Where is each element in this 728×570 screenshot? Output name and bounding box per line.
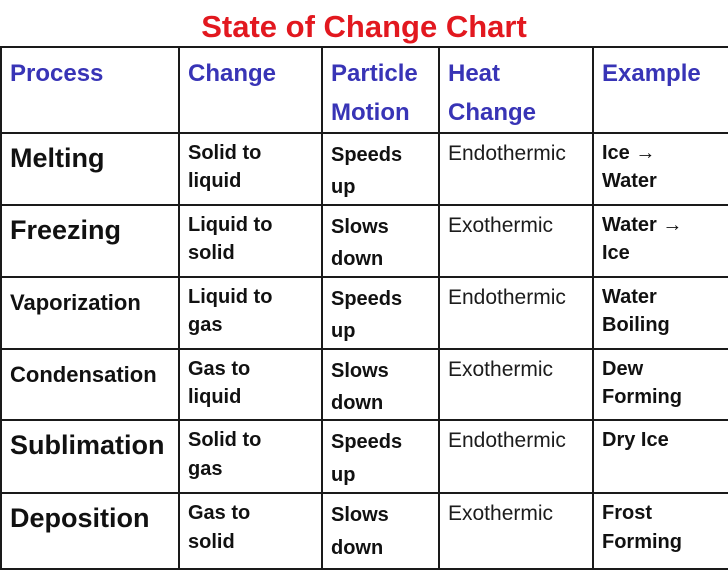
process-cell: Vaporization [0,275,180,350]
header-change: Change [178,46,323,134]
table-row-vaporization: Vaporization Liquid to gas Speeds up End… [0,275,728,350]
process-cell: Freezing [0,203,180,278]
change-cell: Gas to solid [178,492,323,570]
table-row-freezing: Freezing Liquid to solid Slows down Exot… [0,203,728,278]
change-cell: Gas to liquid [178,347,323,422]
particle-motion-cell: Slows down [321,203,440,278]
process-cell: Melting [0,132,180,206]
process-cell: Deposition [0,492,180,570]
particle-motion-cell: Slows down [321,492,440,570]
table-row-deposition: Deposition Gas to solid Slows down Exoth… [0,492,728,570]
state-of-change-table: Process Change Particle Motion Heat Chan… [0,46,728,570]
heat-change-cell: Endothermic [438,132,594,206]
example-cell: Dry Ice [592,419,728,495]
particle-motion-cell: Speeds up [321,132,440,206]
change-cell: Liquid to gas [178,275,323,350]
example-cell: Water → Ice [592,203,728,278]
change-cell: Solid to liquid [178,132,323,206]
slide: State of Change Chart Process Change Par… [0,9,728,570]
table-row-melting: Melting Solid to liquid Speeds up Endoth… [0,132,728,206]
process-cell: Sublimation [0,419,180,495]
change-cell: Liquid to solid [178,203,323,278]
process-cell: Condensation [0,347,180,422]
heat-change-cell: Endothermic [438,275,594,350]
heat-change-cell: Exothermic [438,203,594,278]
example-cell: Ice → Water [592,132,728,206]
particle-motion-cell: Speeds up [321,275,440,350]
heat-change-cell: Endothermic [438,419,594,495]
particle-motion-cell: Speeds up [321,419,440,495]
heat-change-cell: Exothermic [438,347,594,422]
page-title: State of Change Chart [201,9,527,44]
table-row-sublimation: Sublimation Solid to gas Speeds up Endot… [0,419,728,495]
header-heat-change: Heat Change [438,46,594,134]
change-cell: Solid to gas [178,419,323,495]
particle-motion-cell: Slows down [321,347,440,422]
table-row-condensation: Condensation Gas to liquid Slows down Ex… [0,347,728,422]
example-cell: Dew Forming [592,347,728,422]
header-particle-motion: Particle Motion [321,46,440,134]
example-cell: Water Boiling [592,275,728,350]
example-cell: Frost Forming [592,492,728,570]
header-example: Example [592,46,728,134]
heat-change-cell: Exothermic [438,492,594,570]
header-row: Process Change Particle Motion Heat Chan… [0,46,728,134]
header-process: Process [0,46,180,134]
